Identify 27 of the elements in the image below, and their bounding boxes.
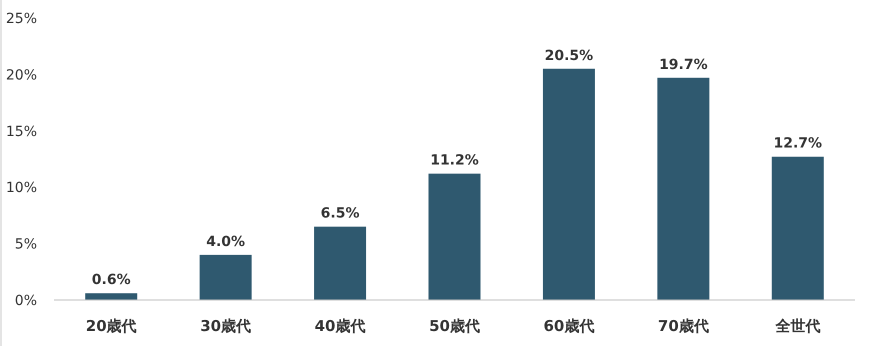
bar (200, 254, 252, 300)
x-tick-label: 30歳代 (200, 317, 252, 335)
x-tick-label: 50歳代 (429, 317, 480, 335)
x-tick-label: 70歳代 (658, 317, 709, 335)
bar (314, 226, 366, 300)
bar (542, 68, 595, 300)
x-tick-label: 40歳代 (314, 317, 366, 335)
data-label: 12.7% (773, 136, 822, 152)
y-tick-label: 0% (14, 293, 37, 309)
data-label: 19.7% (659, 56, 708, 73)
data-label: 6.5% (320, 206, 360, 222)
bar (85, 293, 138, 300)
data-label: 20.5% (544, 48, 594, 64)
data-label: 11.2% (430, 152, 479, 169)
y-tick-label: 20% (6, 67, 37, 84)
bar (772, 156, 824, 300)
y-tick-label: 5% (14, 236, 37, 253)
y-tick-label: 15% (6, 124, 37, 140)
y-tick-label: 25% (6, 11, 37, 27)
x-tick-label: 60歳代 (543, 317, 594, 335)
bar (657, 78, 710, 300)
x-tick-label: 全世代 (774, 317, 820, 335)
data-label: 4.0% (206, 234, 246, 250)
x-tick-label: 20歳代 (86, 317, 137, 335)
y-tick-label: 10% (6, 180, 37, 196)
bar (428, 174, 480, 300)
data-label: 0.6% (92, 272, 131, 288)
